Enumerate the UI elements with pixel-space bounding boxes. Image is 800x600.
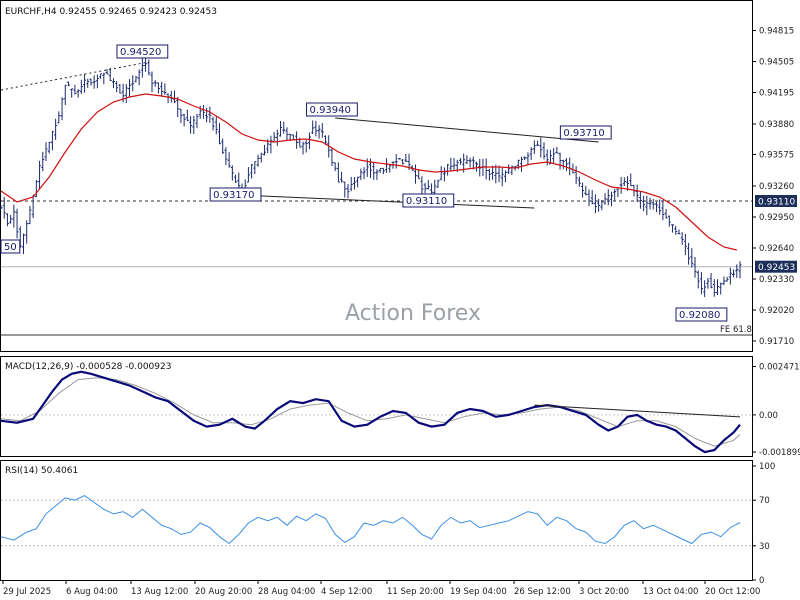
- price-tag-label: 0.93110: [758, 198, 795, 208]
- annotation-label: 0.94520: [120, 47, 161, 58]
- x-axis-tick-label: 19 Sep 04:00: [450, 587, 507, 597]
- x-axis-tick-label: 13 Oct 04:00: [643, 587, 698, 597]
- watermark: Action Forex: [345, 301, 481, 326]
- rsi-axis-tick-label: 0: [759, 576, 764, 586]
- price-axis-tick-label: 0.91710: [759, 337, 794, 347]
- price-axis-tick-label: 0.94195: [759, 89, 794, 99]
- rsi-axis-tick-label: 30: [759, 542, 770, 552]
- price-axis-tick-label: 0.92020: [759, 306, 794, 316]
- macd-axis-tick-label: -0.001899: [759, 448, 800, 458]
- price-panel-header: EURCHF,H4 0.92455 0.92465 0.92423 0.9245…: [5, 7, 217, 17]
- annotation-label: 0.93940: [310, 105, 351, 116]
- price-axis-tick-label: 0.92950: [759, 213, 794, 223]
- rsi-line: [0, 495, 741, 545]
- annotation-label: 0.93170: [213, 190, 254, 201]
- annotation-label: 50: [4, 242, 17, 253]
- x-axis-tick-label: 28 Aug 04:00: [258, 587, 315, 597]
- annotation-label: 0.92080: [679, 310, 720, 321]
- x-axis-tick-label: 4 Sep 12:00: [321, 587, 372, 597]
- price-axis-tick-label: 0.94505: [759, 58, 794, 68]
- annotation-label: 0.93110: [406, 196, 447, 207]
- annotation-label: 0.93710: [563, 128, 604, 139]
- trend-line: [0, 61, 149, 91]
- price-axis-tick-label: 0.93260: [759, 182, 794, 192]
- rsi-axis-tick-label: 70: [759, 496, 770, 506]
- x-axis-tick-label: 20 Aug 20:00: [195, 587, 252, 597]
- macd-main-line: [0, 370, 741, 454]
- annotation-box: [559, 125, 612, 140]
- macd-trend-line: [534, 404, 741, 418]
- trend-line: [238, 194, 535, 209]
- price-layer: 0.94815 0.94505 0.94195 0.93880 0.93575 0.932…: [0, 27, 797, 347]
- x-axis: 29 Jul 2025 6 Aug 04:00 13 Aug 12:00 20 Aug…: [2, 580, 760, 597]
- rsi-layer: 100 70 30 0: [0, 462, 775, 586]
- trend-line: [335, 117, 599, 143]
- x-axis-tick-label: 20 Oct 12:00: [705, 587, 760, 597]
- moving-average-line: [0, 93, 737, 251]
- macd-layer: 0.002471 0.00 -0.001899: [0, 362, 800, 458]
- annotation-box: [402, 193, 455, 208]
- price-axis-tick-label: 0.92640: [759, 244, 794, 254]
- x-axis-tick-label: 26 Sep 12:00: [514, 587, 571, 597]
- annotation-box: [116, 44, 169, 59]
- price-axis-tick-label: 0.93575: [759, 151, 794, 161]
- fe-label: FE 61.8: [720, 325, 752, 335]
- x-axis-tick-label: 29 Jul 2025: [3, 587, 51, 597]
- macd-axis-tick-label: 0.002471: [759, 362, 800, 372]
- x-axis-tick-label: 6 Aug 04:00: [66, 587, 118, 597]
- rsi-panel-header: RSI(14) 50.4061: [5, 466, 78, 476]
- price-axis-tick-label: 0.93880: [759, 120, 794, 130]
- annotation-box: [675, 307, 728, 322]
- price-tag-bg: [755, 260, 797, 273]
- macd-panel-frame: [0, 356, 753, 457]
- macd-axis-tick-label: 0.00: [759, 411, 778, 421]
- x-axis-tick-label: 3 Oct 20:00: [579, 587, 629, 597]
- price-axis-tick-label: 0.92330: [759, 275, 794, 285]
- price-tag-bg: [755, 195, 797, 207]
- x-axis-tick-label: 11 Sep 20:00: [387, 587, 444, 597]
- x-axis-tick-label: 13 Aug 12:00: [131, 587, 188, 597]
- annotation-box: [306, 102, 358, 117]
- annotation-box: [0, 239, 21, 254]
- rsi-panel-frame: [0, 460, 753, 581]
- price-axis-tick-label: 0.94815: [759, 27, 794, 37]
- rsi-axis-tick-label: 100: [759, 462, 775, 472]
- annotation-box: [209, 187, 262, 202]
- macd-panel-header: MACD(12,26,9) -0.000528 -0.000923: [5, 362, 171, 372]
- price-tag-label: 0.92453: [758, 263, 795, 273]
